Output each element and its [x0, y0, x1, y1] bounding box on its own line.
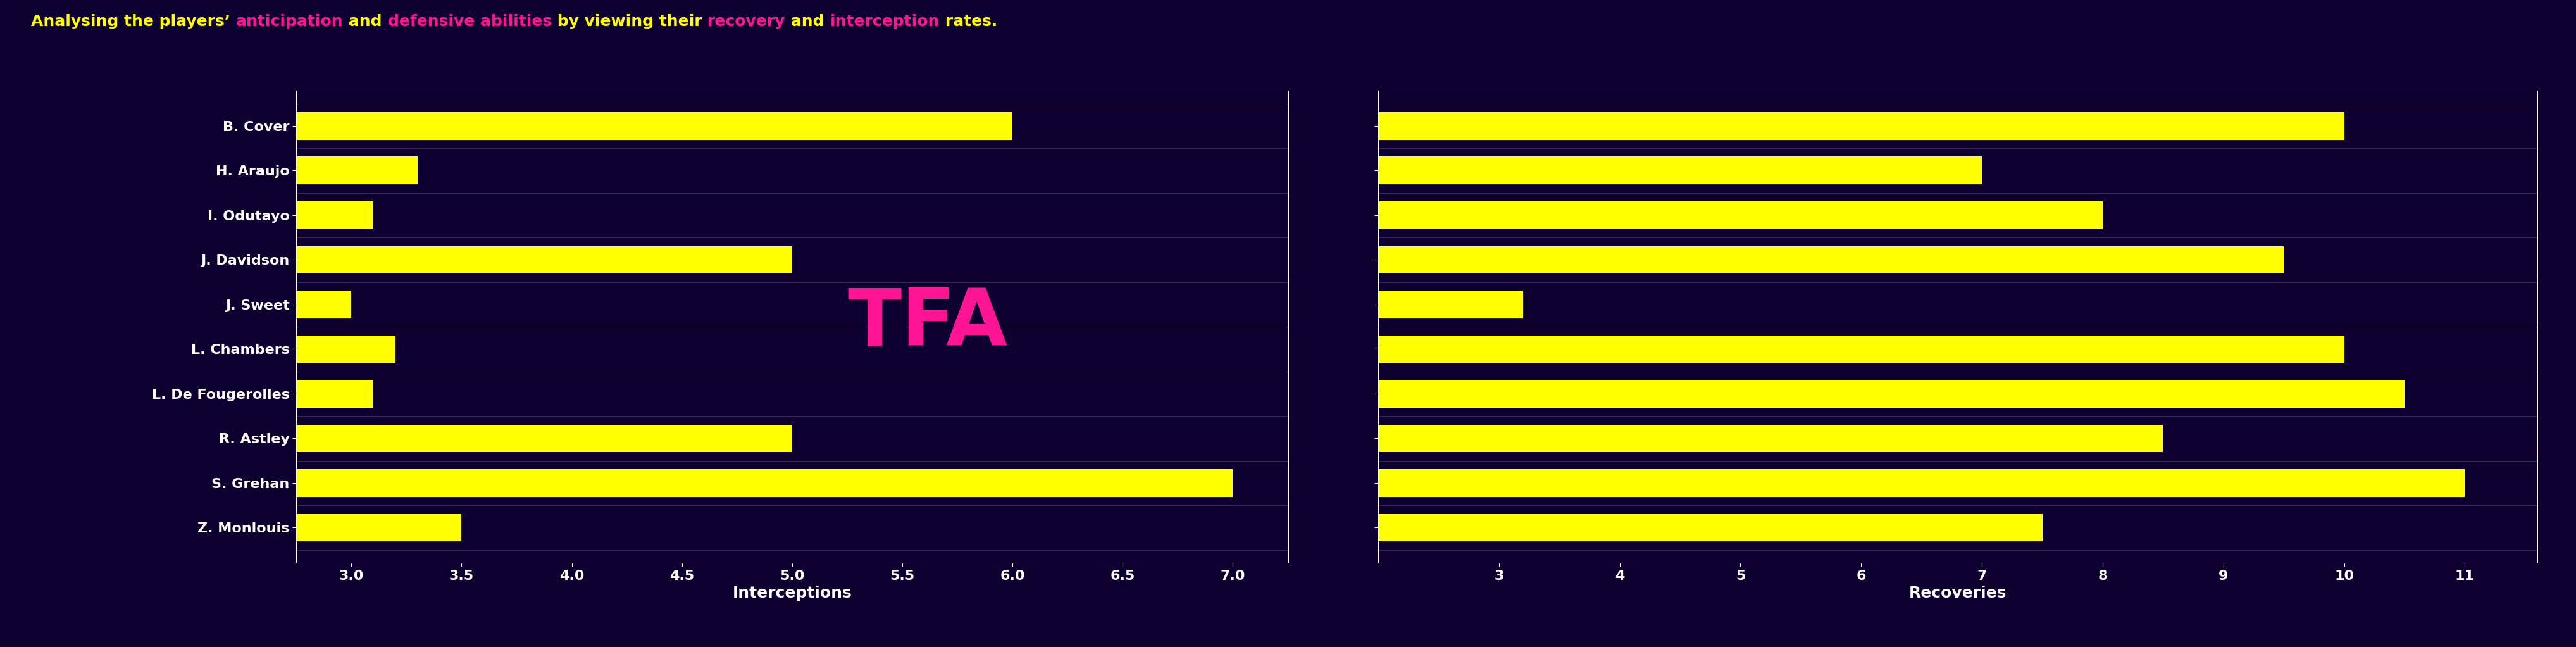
Text: and: and [786, 14, 829, 29]
Text: interception: interception [829, 14, 940, 29]
Bar [1378, 291, 1522, 318]
X-axis label: Recoveries: Recoveries [1909, 586, 2007, 601]
X-axis label: Interceptions: Interceptions [732, 586, 853, 601]
Bar [296, 514, 461, 542]
Bar [1378, 112, 2344, 140]
Bar [1378, 380, 2403, 408]
Bar [296, 291, 350, 318]
Bar [296, 157, 417, 184]
Bar [296, 246, 793, 274]
Bar [1378, 246, 2285, 274]
Bar [1378, 335, 2344, 363]
Bar [1378, 157, 1981, 184]
Bar [296, 380, 374, 408]
Text: and: and [343, 14, 386, 29]
Bar [1378, 469, 2465, 497]
Text: by viewing their: by viewing their [551, 14, 708, 29]
Text: anticipation: anticipation [237, 14, 343, 29]
Text: Analysing the players’: Analysing the players’ [31, 14, 237, 29]
Text: rates.: rates. [940, 14, 997, 29]
Bar [296, 201, 374, 229]
Text: TFA: TFA [848, 285, 1007, 362]
Bar [1378, 424, 2164, 452]
Bar [296, 424, 793, 452]
Bar [296, 469, 1234, 497]
Bar [1378, 201, 2102, 229]
Bar [1378, 514, 2043, 542]
Text: defensive abilities: defensive abilities [386, 14, 551, 29]
Bar [296, 112, 1012, 140]
Text: recovery: recovery [708, 14, 786, 29]
Bar [296, 335, 397, 363]
